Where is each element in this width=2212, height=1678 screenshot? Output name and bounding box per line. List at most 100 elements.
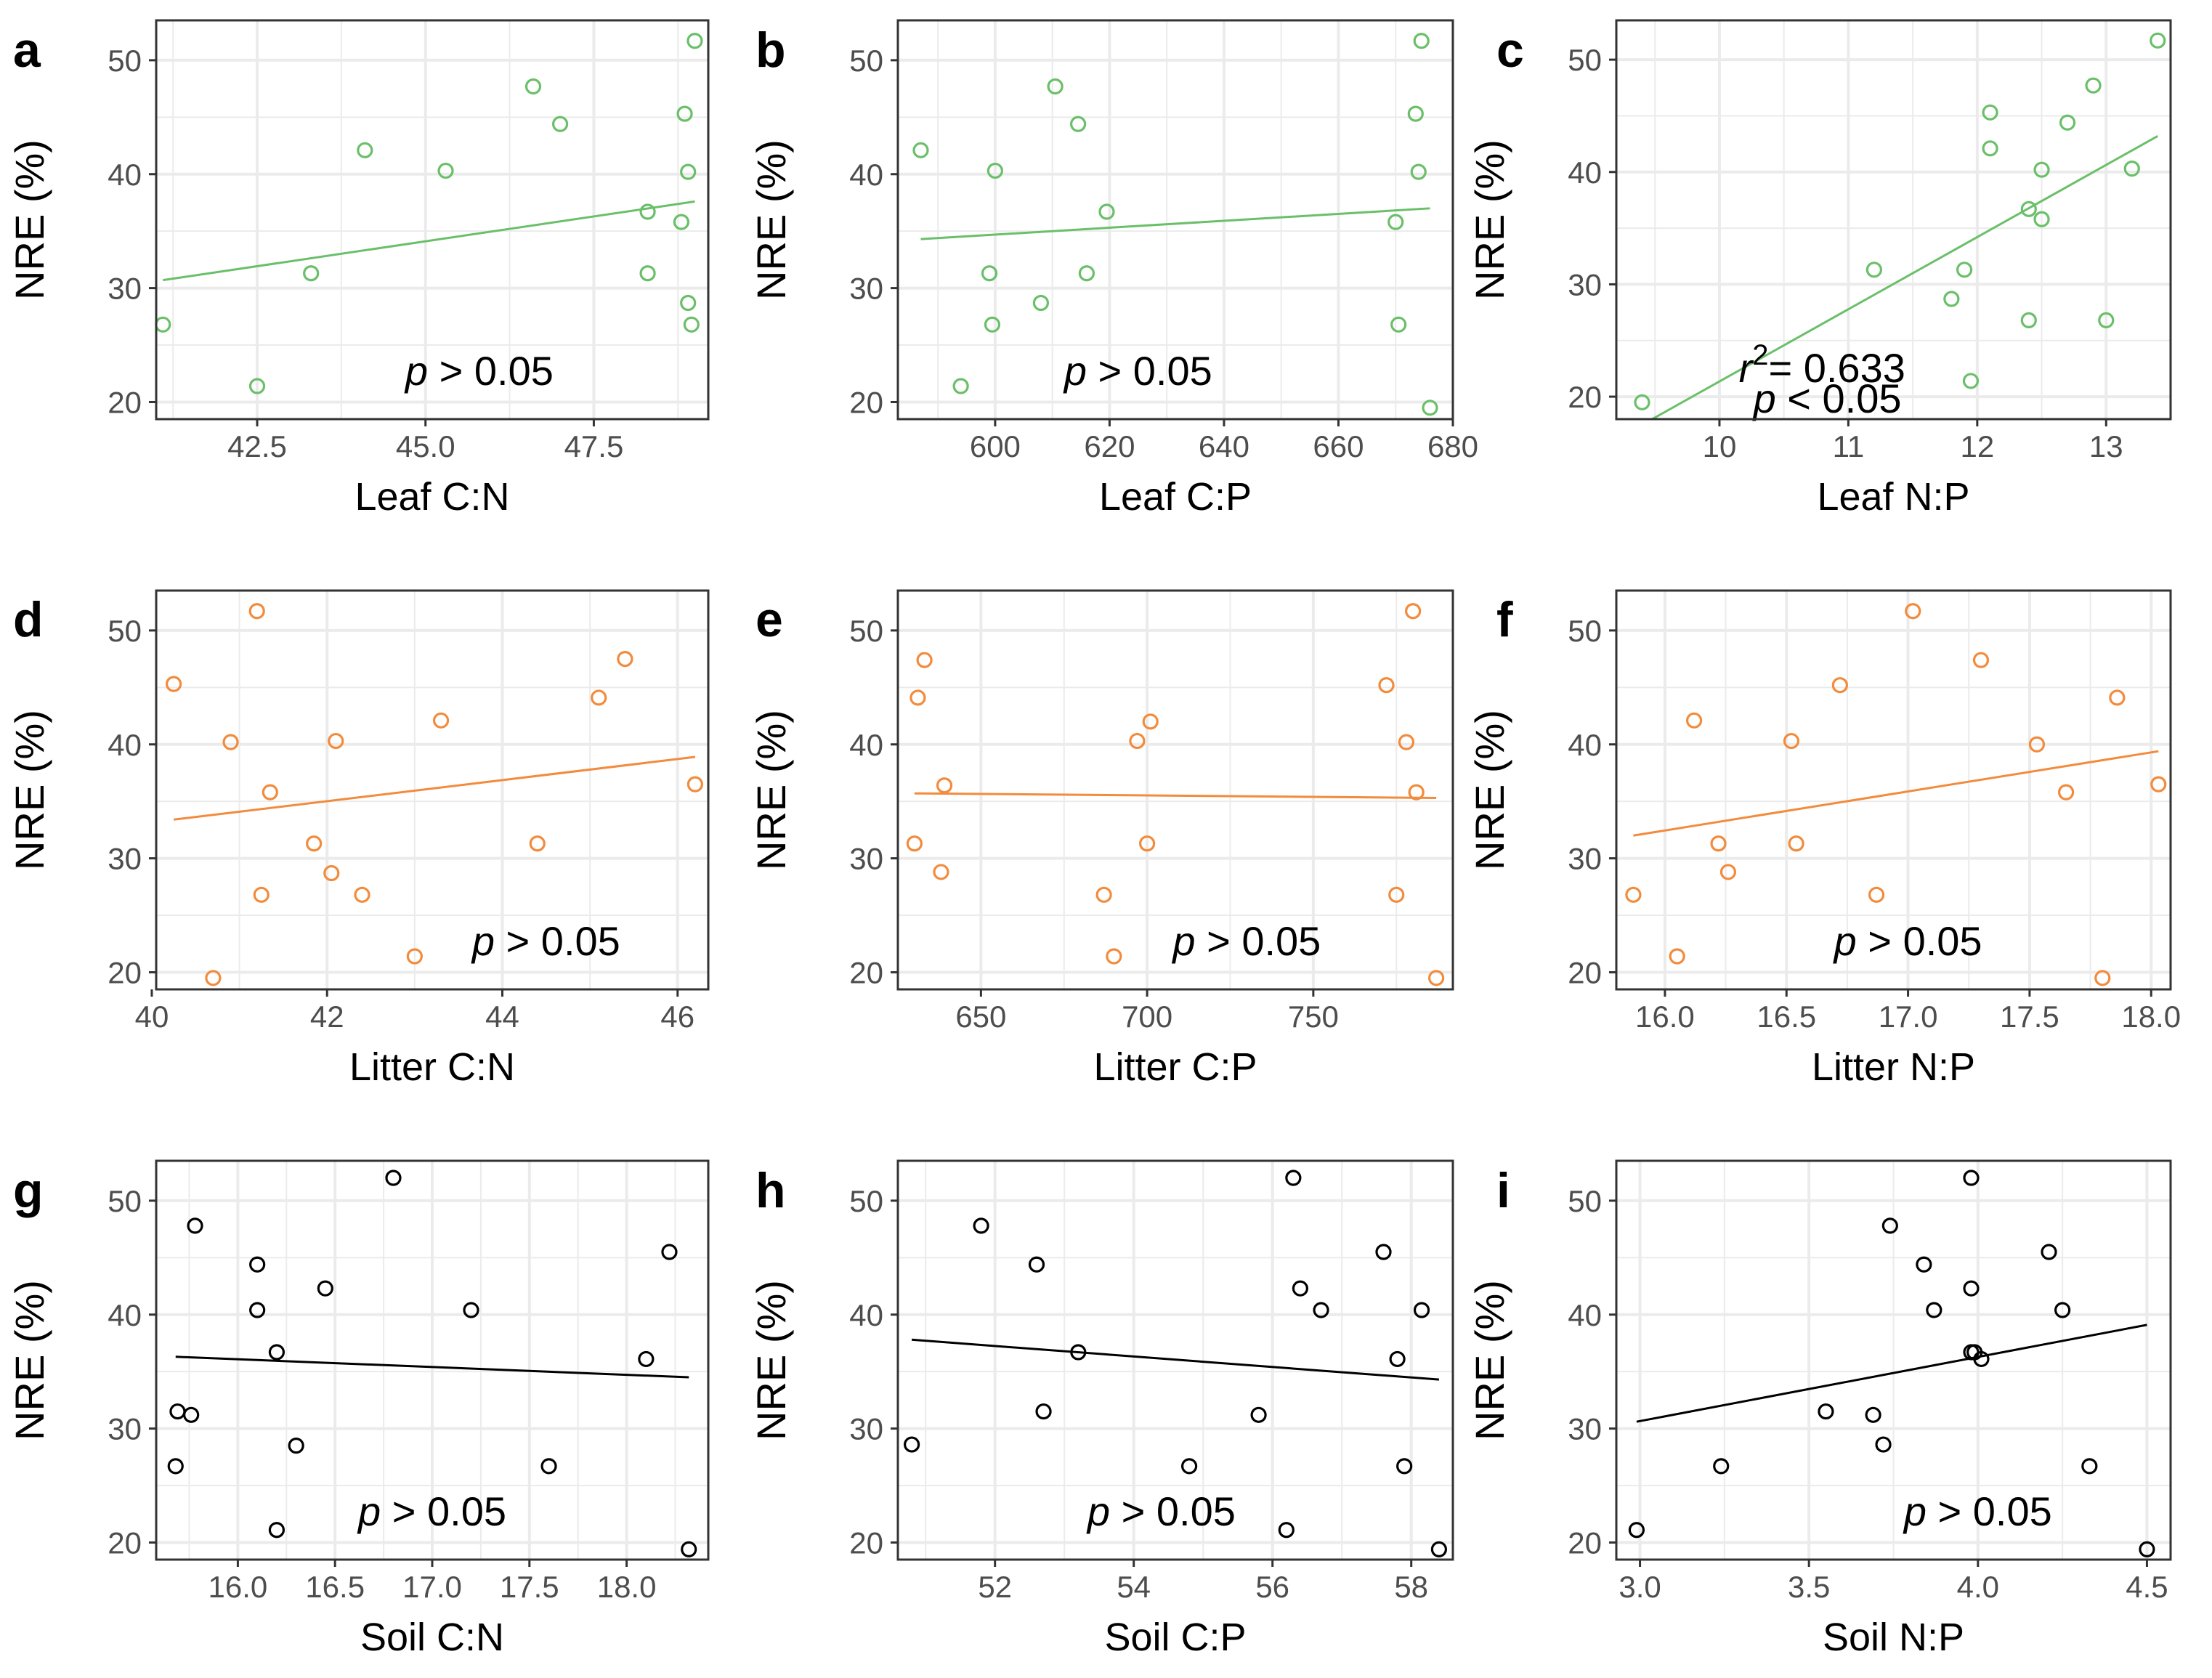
data-point	[1285, 1170, 1302, 1186]
data-point	[1180, 1458, 1198, 1475]
data-point	[328, 732, 344, 750]
y-axis-label: NRE (%)	[748, 139, 794, 300]
data-point	[1831, 677, 1848, 694]
x-tick-label: 58	[1394, 1570, 1428, 1604]
y-tick-label: 40	[849, 1298, 883, 1332]
x-tick-label: 52	[978, 1570, 1012, 1604]
plot-background	[898, 591, 1453, 989]
data-point	[268, 1522, 285, 1539]
x-tick-label: 18.0	[597, 1570, 657, 1604]
data-point	[1389, 1350, 1406, 1368]
p-value-annotation: p < 0.05	[1752, 376, 1902, 421]
y-tick-label: 40	[849, 728, 883, 762]
data-point	[1047, 78, 1064, 95]
y-tick-label: 20	[849, 955, 883, 989]
panel-letter: g	[13, 1163, 44, 1218]
data-point	[1865, 1406, 1881, 1423]
data-point	[2098, 312, 2115, 329]
p-value-annotation: p > 0.05	[357, 1488, 506, 1534]
panel-border	[896, 19, 1454, 421]
data-point	[1378, 677, 1395, 694]
panel-letter: a	[13, 23, 41, 78]
data-point	[1035, 1403, 1052, 1420]
data-point	[1313, 1302, 1329, 1318]
p-value-annotation: p > 0.05	[1086, 1488, 1236, 1534]
data-point	[1982, 140, 1998, 157]
data-point	[187, 1217, 203, 1234]
panel-border	[1615, 589, 2172, 991]
data-point	[1634, 394, 1650, 410]
data-point	[2033, 161, 2050, 178]
data-point	[2059, 114, 2076, 131]
data-point	[1963, 1170, 1980, 1186]
x-tick-label: 750	[1288, 1000, 1339, 1034]
plot-background	[156, 20, 708, 419]
grid	[156, 1161, 708, 1560]
data-point	[1139, 835, 1156, 852]
y-tick-label: 20	[1568, 1525, 1602, 1560]
data-point	[1142, 713, 1159, 730]
data-point	[2020, 200, 2037, 217]
y-tick-label: 30	[108, 842, 142, 876]
panel-border	[155, 19, 710, 421]
panel-e: p > 0.05 650 700 750 20 30 40 50 Litter C:P NRE (…	[748, 589, 1454, 1089]
data-point	[1868, 886, 1885, 903]
x-tick-label: 42	[310, 1000, 344, 1034]
panel-f: p > 0.05 16.0 16.5 17.0 17.5 18.0 20 30 40 50 Litt…	[1467, 589, 2181, 1089]
p-value-annotation: p > 0.05	[471, 918, 620, 964]
grid	[156, 20, 708, 419]
data-point	[1396, 1458, 1413, 1475]
data-point	[984, 316, 1001, 333]
y-tick-label: 20	[849, 1525, 883, 1560]
data-point	[540, 1458, 557, 1475]
y-tick-label: 30	[1568, 267, 1602, 301]
x-axis-label: Leaf N:P	[1817, 475, 1969, 519]
x-tick-label: 45.0	[396, 429, 455, 463]
data-point	[1407, 105, 1424, 122]
grid	[898, 591, 1453, 989]
data-point	[1250, 1406, 1267, 1423]
data-point	[357, 142, 373, 158]
trend-line	[175, 1355, 689, 1379]
data-point	[1070, 115, 1087, 132]
data-point	[166, 676, 182, 692]
data-point	[1710, 835, 1727, 852]
data-point	[524, 78, 542, 95]
plot-background	[898, 20, 1453, 419]
x-tick-label: 46	[660, 1000, 694, 1034]
data-point	[1106, 948, 1122, 965]
data-point	[1875, 1436, 1892, 1453]
panel-border	[896, 589, 1454, 991]
grid	[898, 1161, 1453, 1560]
data-point	[2109, 689, 2126, 706]
x-tick-label: 3.0	[1619, 1570, 1661, 1604]
y-tick-label: 50	[108, 44, 142, 78]
data-point	[432, 712, 450, 729]
y-tick-label: 40	[849, 158, 883, 192]
data-point	[2054, 1302, 2071, 1318]
y-tick-label: 40	[1568, 728, 1602, 762]
data-point	[2123, 161, 2140, 177]
panel-b: p > 0.05 600 620 640 660 680 20 30 40 50 Leaf C:P N…	[748, 19, 1478, 519]
data-point	[1628, 1522, 1645, 1539]
data-point	[680, 163, 697, 180]
plot-background	[1616, 20, 2171, 419]
p-value-annotation: p > 0.05	[404, 348, 554, 394]
x-tick-label: 4.0	[1957, 1570, 1999, 1604]
data-point	[676, 105, 693, 122]
data-point	[1963, 1280, 1980, 1297]
x-tick-label: 40	[135, 1000, 169, 1034]
trend-line	[173, 755, 696, 821]
p-value-annotation: p > 0.05	[1063, 348, 1212, 394]
data-point	[288, 1438, 304, 1454]
data-point	[912, 142, 929, 158]
data-point	[686, 33, 703, 49]
panel-border	[1615, 1159, 2172, 1561]
data-point	[639, 203, 656, 220]
y-axis-label: NRE (%)	[7, 139, 52, 300]
panel-letter: h	[755, 1163, 786, 1218]
data-point	[551, 115, 569, 132]
data-point	[1078, 265, 1095, 282]
y-tick-label: 40	[108, 728, 142, 762]
panel-letter: i	[1496, 1163, 1510, 1218]
